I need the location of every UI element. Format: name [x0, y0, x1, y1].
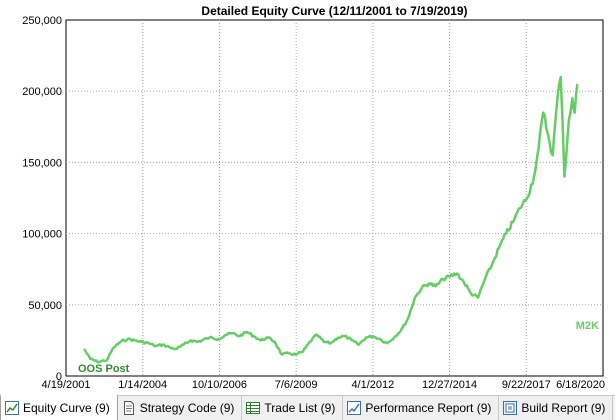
- equity-curve-icon: [5, 401, 19, 415]
- trade-list-icon: [246, 401, 261, 415]
- y-tick-label: 0: [56, 371, 62, 383]
- oos-post-label: OOS Post: [78, 363, 130, 375]
- plot-frame: [65, 19, 604, 377]
- tab-equity-curve[interactable]: Equity Curve (9): [0, 394, 118, 420]
- tab-build-report-label: Build Report (9): [521, 401, 606, 415]
- equity-chart-svg: Detailed Equity Curve (12/11/2001 to 7/1…: [22, 4, 605, 391]
- strategy-code-icon: [122, 401, 136, 415]
- x-tick-label: 6/18/2020: [556, 379, 605, 391]
- x-tick-label: 12/27/2014: [422, 379, 477, 391]
- tab-performance-report-label: Performance Report (9): [365, 401, 492, 415]
- x-tick-label: 10/10/2006: [192, 379, 247, 391]
- equity-chart: Detailed Equity Curve (12/11/2001 to 7/1…: [22, 4, 605, 391]
- tab-trade-list-label: Trade List (9): [264, 401, 336, 415]
- chart-title: Detailed Equity Curve (12/11/2001 to 7/1…: [201, 4, 467, 18]
- equity-series-line: [83, 75, 579, 364]
- x-tick-label: 4/19/2001: [42, 379, 91, 391]
- y-tick-label: 100,000: [22, 229, 62, 241]
- tab-trade-list[interactable]: Trade List (9): [242, 396, 344, 420]
- y-tick-label: 250,000: [22, 15, 62, 27]
- build-report-icon: [503, 401, 518, 415]
- tab-strategy-code[interactable]: Strategy Code (9): [117, 396, 243, 420]
- x-tick-label: 1/14/2004: [118, 379, 167, 391]
- x-tick-label: 7/6/2009: [275, 379, 318, 391]
- performance-report-icon: [347, 401, 362, 415]
- tab-build-report[interactable]: Build Report (9): [499, 396, 614, 420]
- x-tick-label: 9/22/2017: [502, 379, 551, 391]
- series-name-label: M2K: [576, 320, 599, 332]
- tab-equity-curve-label: Equity Curve (9): [23, 401, 110, 415]
- tab-performance-report[interactable]: Performance Report (9): [343, 396, 500, 420]
- y-tick-label: 50,000: [28, 300, 62, 312]
- y-tick-label: 150,000: [22, 157, 62, 169]
- tab-bar: Equity Curve (9) Strategy Code (9) Trade…: [0, 394, 615, 420]
- y-tick-label: 200,000: [22, 86, 62, 98]
- x-tick-label: 4/1/2012: [351, 379, 394, 391]
- tab-strategy-code-label: Strategy Code (9): [139, 401, 235, 415]
